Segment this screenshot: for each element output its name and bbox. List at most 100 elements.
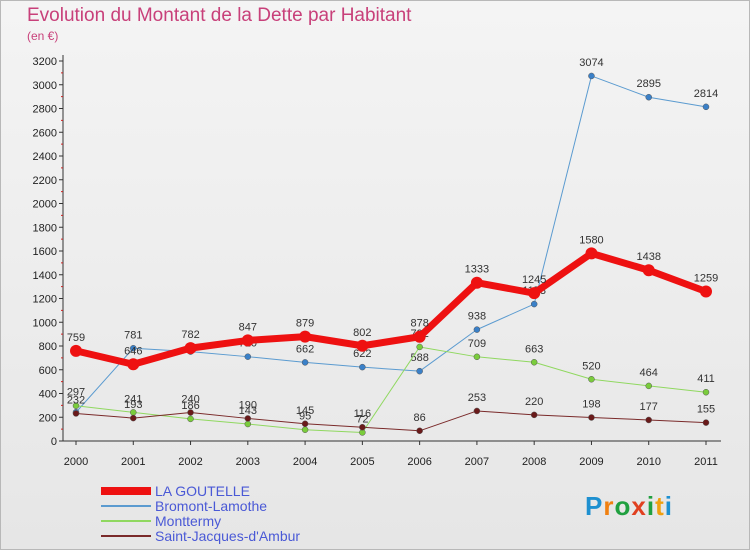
legend-label: LA GOUTELLE <box>155 483 250 499</box>
data-label: 95 <box>299 411 311 423</box>
series-line <box>75 410 707 432</box>
x-tick-label: 2008 <box>522 456 546 468</box>
data-point <box>359 363 366 371</box>
x-tick-label: 2004 <box>293 456 317 468</box>
data-label: 709 <box>468 338 486 350</box>
data-label: 781 <box>124 329 142 341</box>
y-tick-label: 1800 <box>33 222 57 234</box>
data-label: 3074 <box>579 57 603 69</box>
data-point <box>588 376 595 383</box>
x-tick-label: 2007 <box>465 456 489 468</box>
data-label: 193 <box>124 399 142 411</box>
data-label: 240 <box>181 394 199 406</box>
legend-label: Monttermy <box>155 513 222 529</box>
y-tick-label: 2000 <box>33 199 57 211</box>
data-label: 145 <box>296 405 314 417</box>
y-tick-label: 1200 <box>33 294 57 306</box>
x-tick-label: 2009 <box>579 456 603 468</box>
data-point <box>301 420 309 428</box>
data-label: 1259 <box>694 272 718 284</box>
data-point <box>416 343 423 351</box>
data-label: 662 <box>296 343 314 355</box>
legend-swatch <box>101 505 151 507</box>
data-point <box>299 330 312 343</box>
y-tick-label: 600 <box>39 365 57 377</box>
y-tick-label: 2400 <box>33 151 57 163</box>
chart-subtitle: (en €) <box>27 29 59 43</box>
series-line <box>75 346 707 433</box>
data-label: 143 <box>239 405 257 417</box>
legend-swatch <box>101 487 151 495</box>
data-point <box>187 415 194 423</box>
data-label: 86 <box>414 412 426 424</box>
data-label: 464 <box>640 367 658 379</box>
data-label: 1333 <box>465 264 489 276</box>
data-point <box>530 300 538 308</box>
legend-label: Bromont-Lamothe <box>155 498 268 514</box>
logo-letter: i <box>664 491 673 521</box>
y-tick-label: 2600 <box>33 127 57 139</box>
data-point <box>588 72 595 80</box>
y-tick-label: 3200 <box>33 56 57 68</box>
data-label: 878 <box>410 318 428 330</box>
y-tick-label: 800 <box>39 341 57 353</box>
data-point <box>127 358 140 371</box>
data-point <box>702 419 710 426</box>
logo-letter: t <box>655 491 665 521</box>
data-point <box>244 353 252 360</box>
y-tick-label: 2800 <box>33 104 57 116</box>
data-label: 177 <box>640 401 658 413</box>
data-point <box>301 359 309 366</box>
data-point <box>70 344 82 357</box>
data-label: 1245 <box>522 274 546 286</box>
logo-letter: i <box>646 491 656 521</box>
data-label: 232 <box>67 394 85 406</box>
data-point <box>702 388 710 396</box>
data-label: 190 <box>239 399 257 411</box>
y-tick-label: 3000 <box>33 80 57 92</box>
logo-letter: r <box>603 491 615 521</box>
data-label: 847 <box>239 321 257 333</box>
data-label: 782 <box>181 329 199 341</box>
data-label: 155 <box>697 404 715 416</box>
series-line <box>75 75 707 413</box>
data-label: 879 <box>296 318 314 330</box>
data-label: 72 <box>356 413 368 425</box>
x-tick-label: 2011 <box>694 456 718 468</box>
data-label: 297 <box>67 387 85 399</box>
data-label: 622 <box>353 348 371 360</box>
data-label: 802 <box>353 327 371 339</box>
data-point <box>130 345 137 352</box>
x-tick-label: 2006 <box>407 456 431 468</box>
y-tick-label: 2200 <box>33 175 57 187</box>
data-point <box>530 411 538 419</box>
data-point <box>470 276 483 289</box>
data-point <box>473 407 481 415</box>
y-tick-label: 400 <box>39 389 57 401</box>
y-tick-label: 200 <box>39 412 57 424</box>
data-point <box>588 414 595 421</box>
data-point <box>244 420 252 428</box>
legend-label: Saint-Jacques-d'Ambur <box>155 528 301 544</box>
data-label: 2895 <box>636 78 660 90</box>
data-label: 588 <box>410 352 428 364</box>
data-point <box>700 285 712 298</box>
x-tick-label: 2002 <box>178 456 202 468</box>
data-point <box>585 247 598 260</box>
y-tick-label: 1400 <box>33 270 57 282</box>
data-label: 938 <box>468 311 486 323</box>
x-tick-label: 2001 <box>121 456 145 468</box>
x-tick-label: 2010 <box>636 456 660 468</box>
logo-letter: x <box>631 491 647 521</box>
data-point <box>702 103 710 111</box>
data-point <box>72 402 80 409</box>
data-point <box>642 264 655 277</box>
x-tick-label: 2000 <box>64 456 88 468</box>
data-label: 241 <box>124 393 142 405</box>
data-label: 1580 <box>579 234 603 246</box>
data-label: 520 <box>582 360 600 372</box>
data-point <box>530 359 538 366</box>
data-point <box>416 427 423 435</box>
data-label: 1438 <box>636 251 660 263</box>
